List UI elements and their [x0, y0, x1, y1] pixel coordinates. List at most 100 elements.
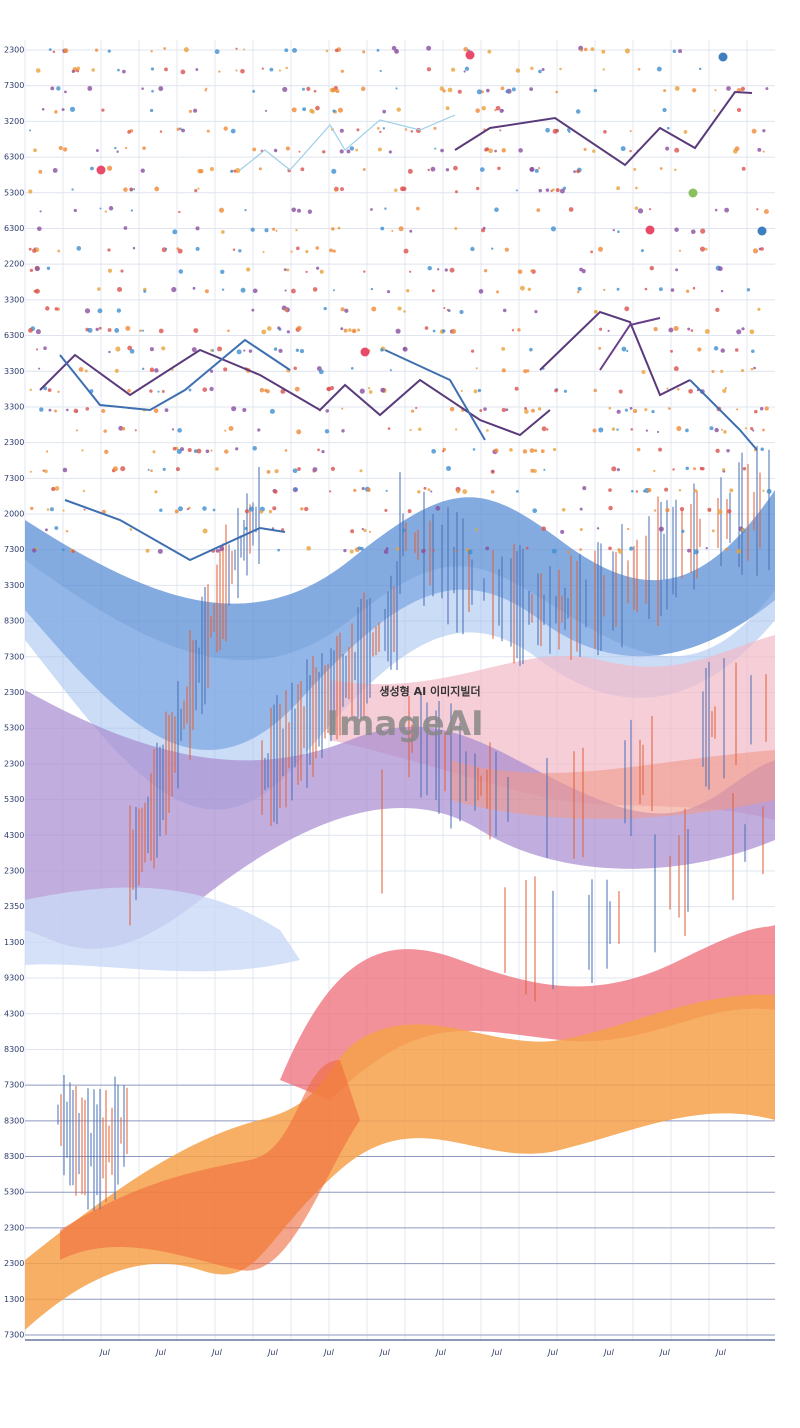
- dot: [46, 508, 50, 511]
- dot: [415, 406, 418, 410]
- dot: [693, 488, 698, 493]
- dot: [28, 247, 32, 251]
- dot: [235, 47, 238, 50]
- dot: [545, 127, 550, 133]
- dot: [318, 369, 324, 375]
- dot: [300, 167, 305, 172]
- dot: [299, 349, 305, 354]
- dot: [602, 68, 605, 71]
- dot: [242, 407, 247, 413]
- dot: [561, 508, 566, 512]
- dot: [509, 448, 513, 452]
- dot: [543, 468, 546, 471]
- dot: [677, 388, 680, 391]
- dot: [298, 150, 301, 153]
- dot: [608, 488, 612, 492]
- dot: [656, 66, 662, 72]
- dot: [744, 427, 748, 430]
- dot: [264, 109, 268, 112]
- dot: [612, 228, 615, 232]
- dot: [741, 528, 745, 532]
- dot: [562, 186, 567, 190]
- dot: [446, 465, 452, 471]
- dot: [294, 487, 298, 492]
- dot: [386, 290, 391, 294]
- dot: [108, 206, 114, 211]
- dot: [720, 369, 724, 374]
- dot: [491, 470, 495, 473]
- dot: [122, 69, 126, 74]
- blue-band-light: [25, 560, 775, 810]
- y-label: 2300: [4, 1259, 24, 1268]
- dot: [83, 508, 86, 511]
- dot: [658, 287, 663, 292]
- dot: [736, 408, 739, 411]
- dot: [65, 408, 69, 412]
- dot: [470, 349, 475, 353]
- dot: [537, 407, 542, 411]
- dot: [367, 387, 371, 390]
- dot: [749, 329, 755, 335]
- dot: [529, 166, 535, 172]
- dot: [192, 286, 196, 290]
- dot: [552, 447, 557, 452]
- dot: [371, 306, 377, 312]
- dot: [736, 107, 742, 113]
- dot: [727, 509, 732, 514]
- dot: [593, 388, 597, 393]
- dot: [340, 327, 344, 331]
- dot: [515, 489, 519, 493]
- dot: [361, 527, 364, 531]
- dot: [147, 468, 150, 471]
- dot: [488, 148, 493, 154]
- dot: [505, 408, 509, 412]
- dot: [598, 427, 604, 433]
- dot: [476, 89, 482, 95]
- dot: [407, 509, 412, 514]
- dot: [454, 190, 458, 194]
- dot: [568, 207, 574, 212]
- dot: [690, 229, 696, 235]
- dot: [445, 106, 450, 111]
- dot: [579, 548, 582, 551]
- dot: [485, 546, 490, 551]
- labels: 2300 7300 3200 6300 5300 6300 2200 3300 6300 3300…: [4, 46, 727, 1358]
- dot: [134, 429, 137, 432]
- dot: [637, 67, 641, 71]
- dot: [537, 167, 541, 170]
- dot: [729, 488, 734, 493]
- blue-line: [384, 349, 486, 441]
- dot: [316, 266, 320, 270]
- dot: [679, 506, 685, 512]
- dot: [114, 146, 117, 150]
- dot: [343, 328, 348, 333]
- dot: [286, 268, 290, 272]
- dot: [504, 247, 509, 252]
- dot: [291, 107, 297, 113]
- dot: [114, 368, 119, 373]
- dot: [494, 149, 497, 153]
- dot: [196, 448, 202, 454]
- dot: [405, 288, 410, 293]
- dot: [284, 48, 289, 53]
- y-label: 9300: [4, 974, 24, 983]
- y-label: 4300: [4, 1009, 24, 1018]
- dot: [634, 186, 638, 190]
- dot: [306, 86, 311, 91]
- dot: [107, 268, 113, 273]
- dot: [112, 466, 118, 472]
- y-label: 2200: [4, 260, 24, 269]
- dot: [236, 349, 242, 355]
- dot: [220, 269, 225, 274]
- dot: [295, 228, 298, 232]
- dot: [437, 268, 440, 271]
- dot: [603, 288, 606, 291]
- dot: [384, 207, 387, 210]
- dot: [269, 67, 274, 72]
- dot: [431, 448, 436, 454]
- dot: [269, 408, 275, 414]
- dot: [665, 146, 670, 151]
- dot: [760, 447, 764, 451]
- dot: [277, 326, 281, 330]
- dot: [50, 86, 55, 91]
